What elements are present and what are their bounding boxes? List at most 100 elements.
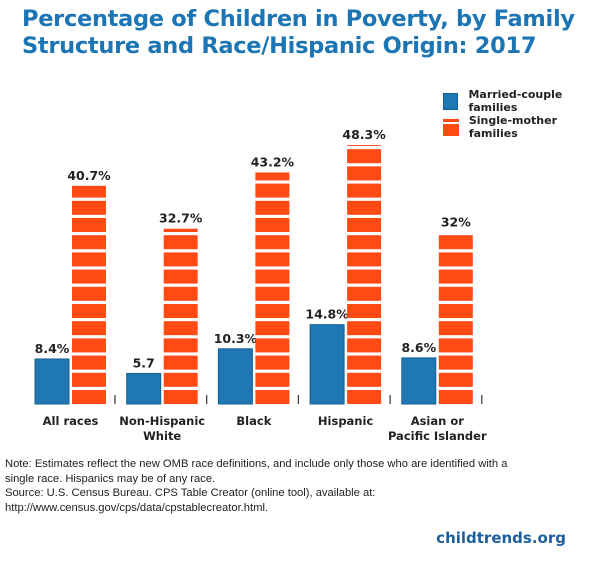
legend-item-married-couple: Married-couple families bbox=[443, 88, 600, 114]
bar-single-mother-segment bbox=[255, 252, 290, 267]
bar-single-mother-segment bbox=[438, 372, 473, 387]
bar-single-mother-segment bbox=[163, 304, 198, 318]
bar-single-mother-segment bbox=[72, 390, 106, 404]
bar-single-mother-segment bbox=[72, 355, 106, 370]
bar-married-couple bbox=[401, 357, 437, 405]
bar-single-mother-segment bbox=[163, 286, 198, 301]
data-label-married-couple: 5.7 bbox=[133, 355, 155, 370]
bar-single-mother-segment bbox=[347, 235, 382, 250]
bar-single-mother-segment bbox=[255, 286, 290, 301]
bar-single-mother-segment bbox=[72, 218, 106, 232]
bar-single-mother-segment bbox=[255, 390, 290, 404]
bar-single-mother-segment bbox=[347, 269, 382, 284]
note-line-1: Note: Estimates reflect the new OMB race… bbox=[5, 458, 508, 470]
bar-single-mother-segment bbox=[163, 252, 198, 267]
chart-title: Percentage of Children in Poverty, by Fa… bbox=[22, 6, 582, 60]
bar-single-mother-segment bbox=[347, 372, 382, 387]
bar-single-mother-segment bbox=[255, 321, 290, 336]
bar-single-mother-segment bbox=[347, 321, 382, 336]
legend-swatch-married-couple bbox=[443, 92, 459, 110]
category-label: Hispanic bbox=[318, 414, 374, 428]
legend-swatch-single-mother bbox=[443, 118, 459, 136]
category-label: Pacific Islander bbox=[388, 429, 487, 443]
bar-single-mother-segment bbox=[163, 338, 198, 353]
bar-single-mother-segment bbox=[438, 252, 473, 267]
data-label-married-couple: 14.8% bbox=[305, 307, 349, 322]
bar-single-mother-segment bbox=[72, 338, 106, 353]
bar-single-mother-segment bbox=[72, 304, 106, 318]
category-label: All races bbox=[43, 414, 99, 428]
bar-single-mother-segment bbox=[72, 200, 106, 215]
legend-item-single-mother: Single-mother families bbox=[443, 114, 600, 140]
bar-single-mother-segment bbox=[255, 235, 290, 250]
bar-single-mother-segment bbox=[438, 304, 473, 318]
bar-single-mother-segment bbox=[347, 390, 382, 404]
bar-single-mother-segment bbox=[347, 166, 382, 181]
bar-single-mother-segment bbox=[347, 252, 382, 267]
bar-single-mother-segment bbox=[72, 269, 106, 284]
bar-single-mother-segment bbox=[163, 321, 198, 336]
bar-single-mother-segment bbox=[72, 321, 106, 336]
bar-single-mother-segment bbox=[438, 235, 473, 250]
bar-single-mother-segment bbox=[347, 304, 382, 318]
data-label-married-couple: 10.3% bbox=[214, 331, 258, 346]
bar-single-mother-segment bbox=[163, 390, 198, 404]
bar-single-mother-segment bbox=[347, 145, 382, 146]
brand-link[interactable]: childtrends.org bbox=[436, 529, 566, 547]
bar-single-mother-segment bbox=[163, 355, 198, 370]
bar-single-mother-segment bbox=[438, 269, 473, 284]
bar-single-mother-segment bbox=[72, 286, 106, 301]
category-label: Non-Hispanic bbox=[119, 414, 205, 428]
data-label-single-mother: 32% bbox=[441, 214, 471, 229]
data-label-single-mother: 43.2% bbox=[251, 154, 295, 169]
category-label: White bbox=[143, 429, 181, 443]
footnote: Note: Estimates reflect the new OMB race… bbox=[5, 457, 595, 515]
bar-single-mother-segment bbox=[255, 218, 290, 232]
bar-single-mother-segment bbox=[255, 372, 290, 387]
bar-single-mother-segment bbox=[163, 228, 198, 232]
data-label-married-couple: 8.4% bbox=[35, 341, 70, 356]
bar-married-couple bbox=[309, 324, 345, 405]
bar-single-mother-segment bbox=[347, 355, 382, 370]
bar-single-mother-segment bbox=[255, 200, 290, 215]
bar-single-mother-segment bbox=[255, 338, 290, 353]
bar-single-mother-segment bbox=[347, 149, 382, 164]
data-label-married-couple: 8.6% bbox=[401, 340, 436, 355]
bar-single-mother-segment bbox=[163, 372, 198, 387]
category-label: Asian or bbox=[411, 414, 465, 428]
source-line-1: Source: U.S. Census Bureau. CPS Table Cr… bbox=[5, 487, 376, 499]
bar-single-mother-segment bbox=[72, 185, 106, 198]
bar-chart: 8.4% 40.7% All races 5.7 32.7% Non-HispanicWh… bbox=[34, 127, 487, 443]
bar-single-mother-segment bbox=[255, 269, 290, 284]
bar-single-mother-segment bbox=[72, 372, 106, 387]
bar-single-mother-segment bbox=[255, 355, 290, 370]
legend: Married-couple families Single-mother fa… bbox=[443, 88, 600, 141]
bar-single-mother-segment bbox=[255, 172, 290, 181]
category-label: Black bbox=[236, 414, 271, 428]
data-label-single-mother: 40.7% bbox=[67, 168, 111, 183]
bar-single-mother-segment bbox=[438, 390, 473, 404]
bar-single-mother-segment bbox=[72, 235, 106, 250]
bar-single-mother-segment bbox=[438, 321, 473, 336]
bar-married-couple bbox=[34, 358, 70, 405]
chart-title-line-1: Percentage of Children in Poverty, by Fa… bbox=[22, 6, 575, 32]
bar-single-mother-segment bbox=[347, 200, 382, 215]
source-line-2: http://www.census.gov/cps/data/cpstablec… bbox=[5, 501, 269, 514]
legend-label: Single-mother families bbox=[468, 114, 558, 140]
bar-single-mother-segment bbox=[347, 183, 382, 198]
bar-single-mother-segment bbox=[347, 218, 382, 232]
bar-single-mother-segment bbox=[72, 252, 106, 267]
bar-single-mother-segment bbox=[347, 286, 382, 301]
bar-single-mother-segment bbox=[438, 286, 473, 301]
bar-married-couple bbox=[126, 372, 162, 405]
data-label-single-mother: 32.7% bbox=[159, 211, 203, 226]
bar-single-mother-segment bbox=[255, 183, 290, 198]
data-label-single-mother: 48.3% bbox=[342, 127, 386, 142]
bar-single-mother-segment bbox=[438, 338, 473, 353]
bar-married-couple bbox=[217, 348, 253, 405]
chart-title-line-2: Structure and Race/Hispanic Origin: 2017 bbox=[22, 33, 537, 59]
legend-label: Married-couple families bbox=[468, 88, 563, 114]
bar-single-mother-segment bbox=[347, 338, 382, 353]
note-line-2: single race. Hispanics may be of any rac… bbox=[5, 472, 216, 485]
bar-single-mother-segment bbox=[438, 355, 473, 370]
